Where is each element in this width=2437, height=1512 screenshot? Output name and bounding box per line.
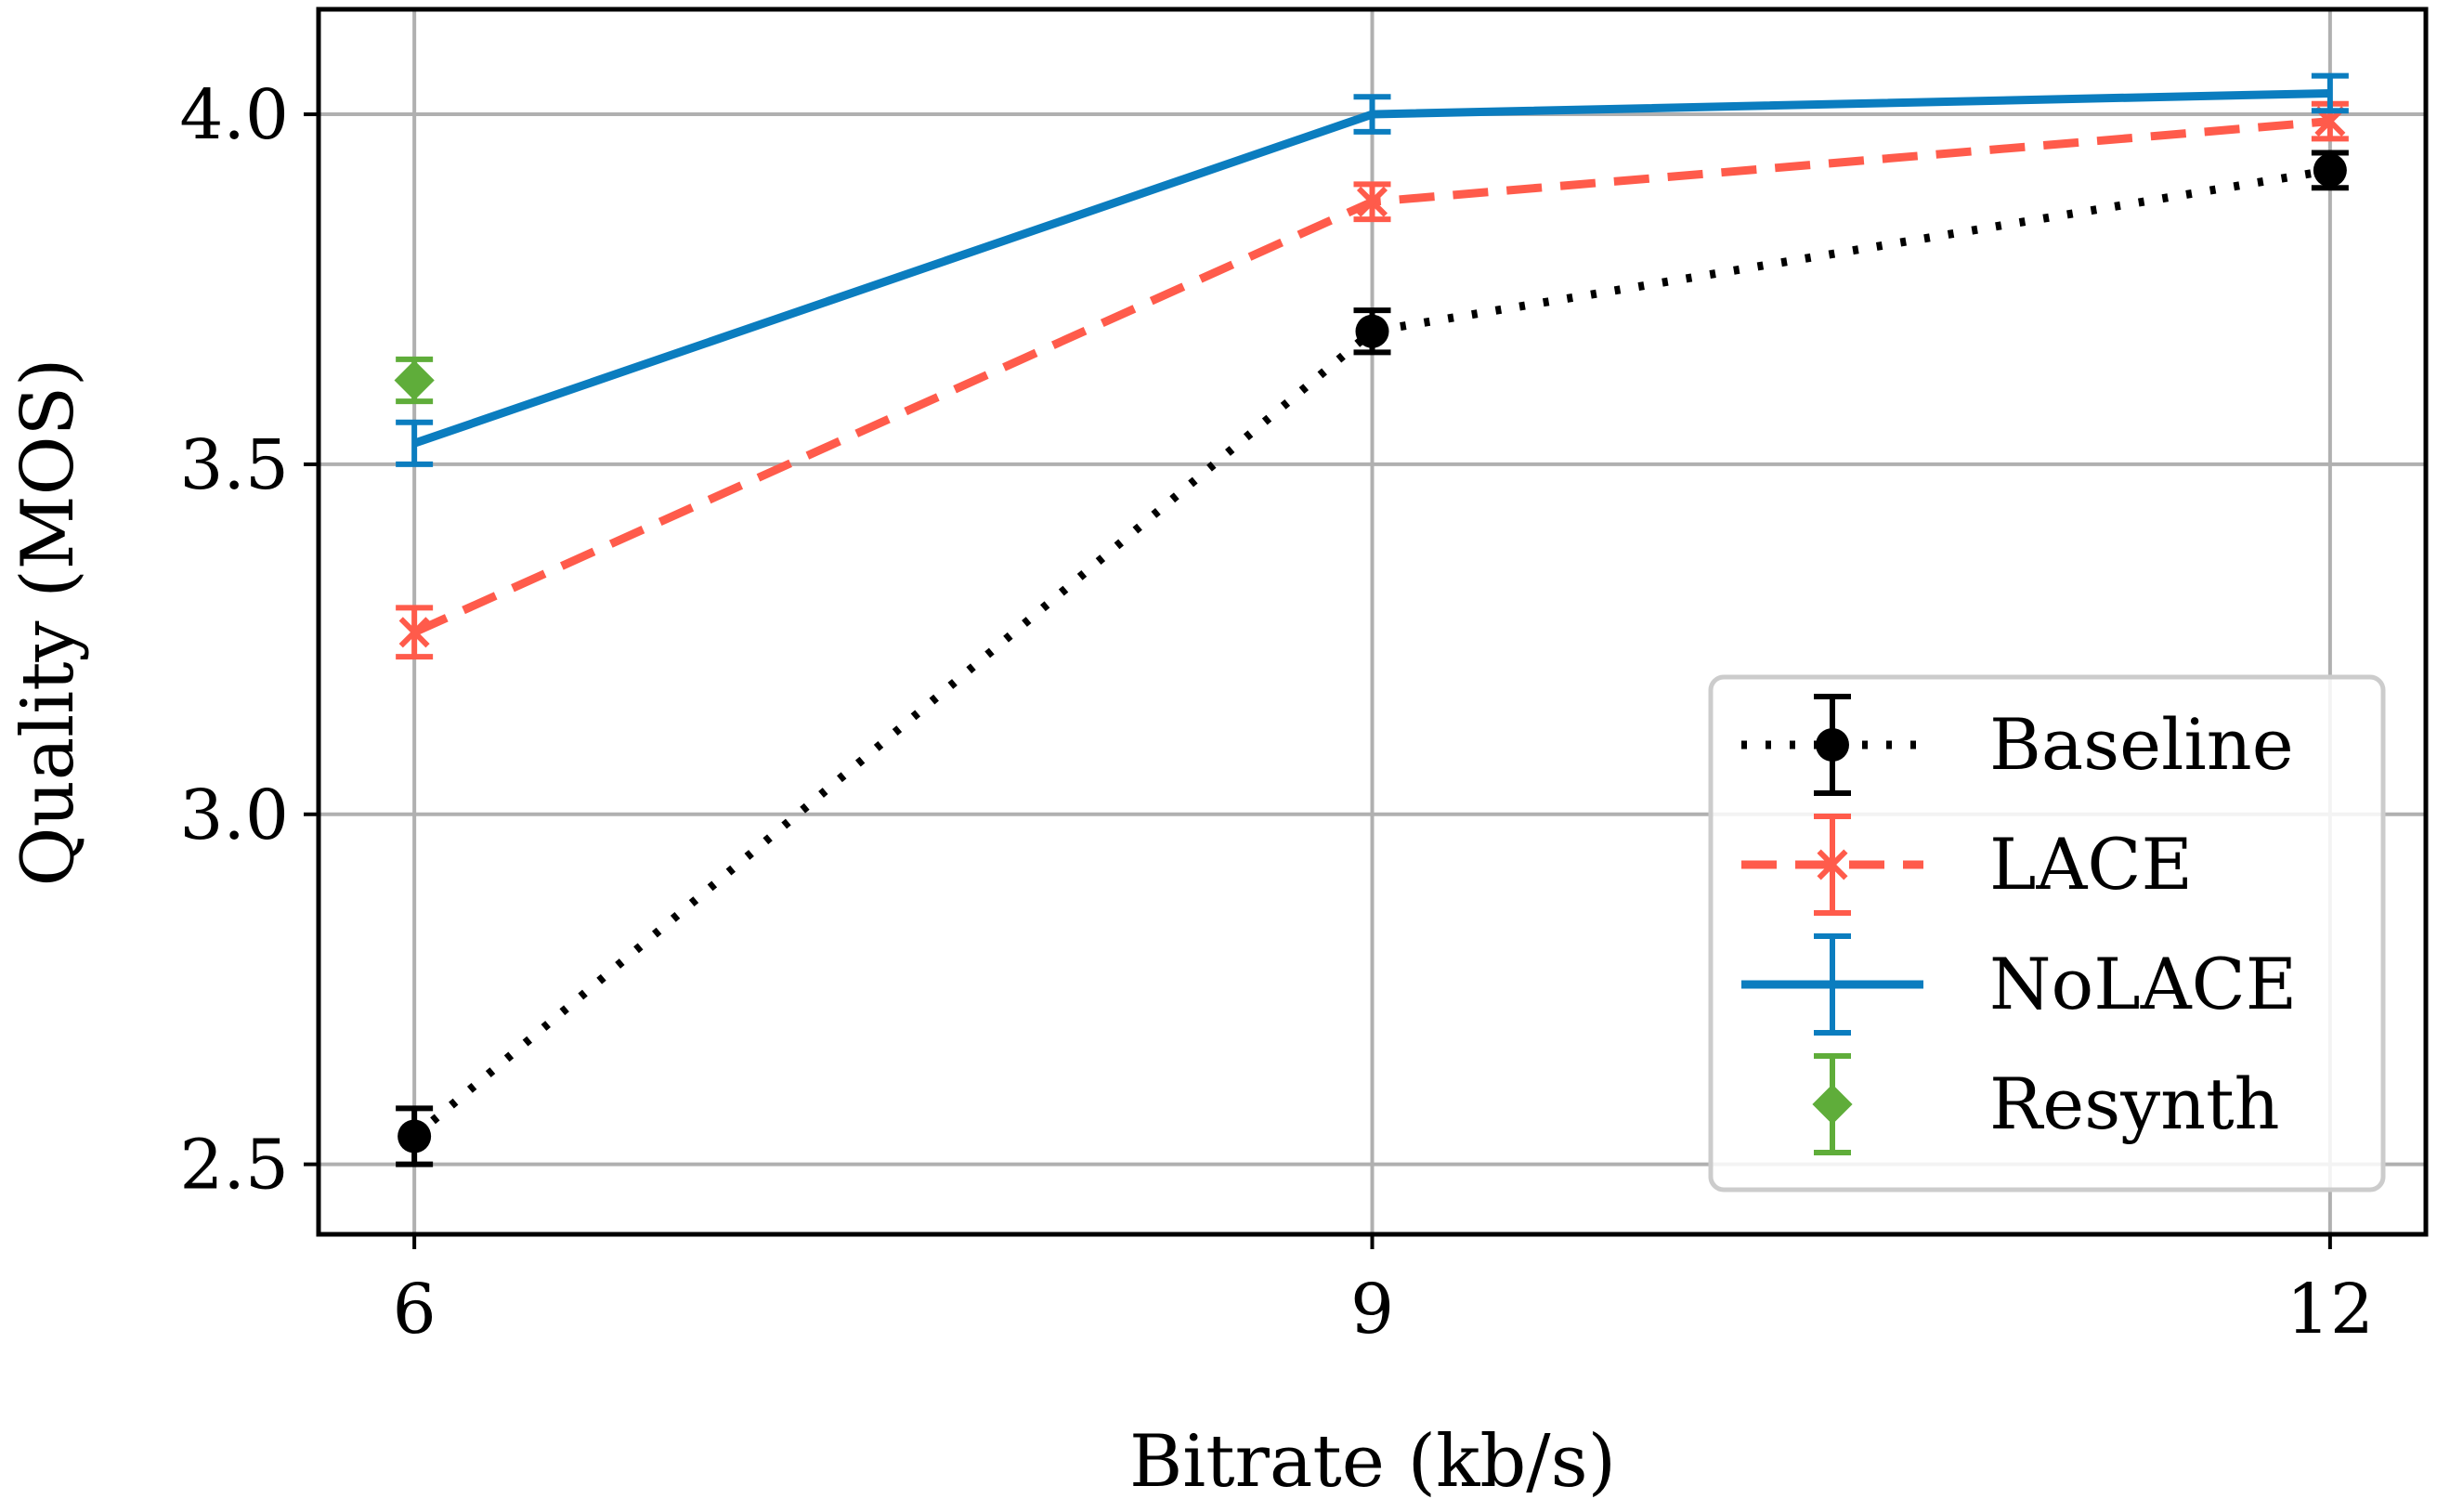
legend-label-lace: LACE [1989,823,2193,906]
legend-marker-lace-stroke [1817,849,1848,880]
series-layer [394,72,2349,1167]
series-nolace [396,72,2349,467]
legend-entry-nolace: NoLACE [1741,933,2297,1036]
x-tick-label: 12 [2287,1270,2374,1349]
legend-label-resynth: Resynth [1989,1062,2280,1145]
error-bar-nolace [2311,72,2349,114]
legend-box [1708,674,2386,1193]
data-point-baseline [397,1119,432,1154]
series-lace [396,100,2349,660]
data-point-resynth [394,359,435,401]
legend-label-nolace: NoLACE [1989,943,2297,1025]
x-axis-label: Bitrate (kb/s) [1129,1420,1616,1504]
legend: Baseline LACE NoLACE Resynth [1708,674,2386,1193]
legend-marker-lace [1817,849,1848,880]
y-tick-label: 2.5 [179,1126,289,1206]
data-point-lace [398,617,430,648]
y-axis-label: Quality (MOS) [7,358,90,887]
data-point-lace-stroke [1356,186,1388,217]
legend-marker-baseline [1816,728,1849,762]
y-tick-label: 3.0 [179,776,289,855]
legend-entry-baseline: Baseline [1741,694,2294,796]
y-tick-label: 4.0 [179,75,289,155]
x-tick-label: 6 [393,1270,437,1349]
legend-entry-lace: LACE [1741,814,2193,916]
legend-marker-resynth [1812,1084,1853,1125]
y-tick-label: 3.5 [179,425,289,505]
series-baseline [396,150,2349,1167]
data-point-lace-stroke [398,617,430,648]
error-bar-nolace [396,419,434,467]
legend-entry-resynth: Resynth [1812,1053,2280,1155]
data-point-lace [1356,186,1388,217]
legend-error-bar-nolace [1814,933,1851,1036]
data-point-baseline [1355,314,1389,348]
error-bar-nolace [1353,94,1391,135]
x-tick-label: 9 [1350,1270,1394,1349]
series-resynth [394,356,435,405]
ticks: 6 9 12 2.5 3.0 3.5 4.0 [179,75,2374,1349]
data-point-baseline [2313,153,2347,188]
legend-label-baseline: Baseline [1989,703,2294,786]
